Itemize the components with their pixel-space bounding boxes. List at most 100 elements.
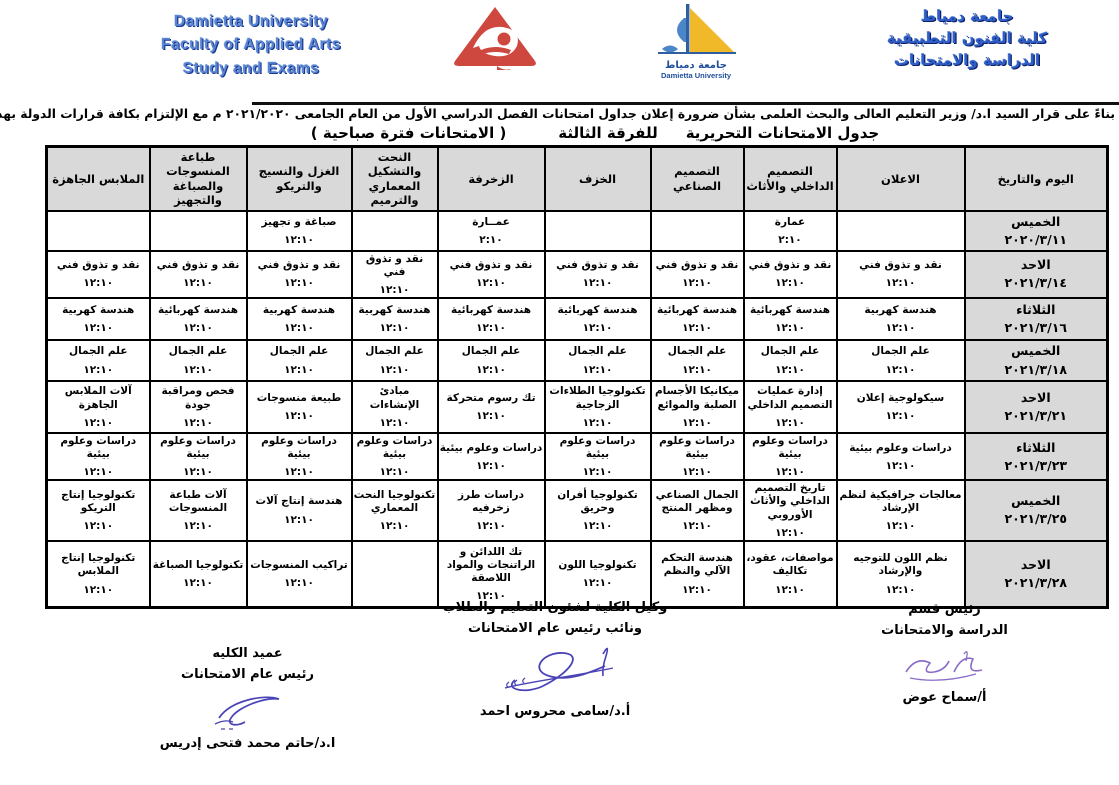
col-header-department: طباعة المنسوجات والصباغة والتجهيز [148,145,248,212]
table-row: الاحد ٢٠٢١/٣/٢١ سيكولوجية إعلان ١٢:١٠ إدارة … [45,380,1109,434]
schedule-title-period: ( الامتحانات فترة صباحية ) [310,124,507,142]
exam-subject: هندسة كهربية [358,303,431,316]
col-header-department: التصميم الصناعي [649,145,745,212]
exam-time: ١٢:١٠ [885,410,916,423]
exam-time: ١٢:١٠ [284,233,314,246]
exam-cell: صباغة و تجهيز ١٢:١٠ [245,209,353,252]
wordart-line: جامعة دمياط [920,7,1014,25]
exam-cell: هندسة كهربية ١٢:١٠ [835,297,966,341]
exam-subject: هندسة كهربية [262,303,336,316]
exam-cell: هندسة إنتاج آلات ١٢:١٠ [245,479,353,542]
exam-time: ١٢:١٠ [284,410,314,423]
exam-subject: تك رسوم متحركة [446,391,536,404]
table-row: الخميس ٢٠٢١/٣/١٨ علم الجمال ١٢:١٠ علم الجمال… [45,339,1109,382]
exam-subject: علم الجمال [168,345,228,358]
exam-cell: علم الجمال ١٢:١٠ [543,339,652,382]
exam-cell: طبيعة منسوجات ١٢:١٠ [245,380,353,434]
exam-time: ١٢:١٠ [682,466,712,479]
exam-time: ١٢:١٠ [284,277,314,290]
exam-subject: تكنولوجيا إنتاج الملابس [61,552,136,578]
signatory-title: رئيس عام الامتحانات [181,666,314,682]
exam-cell: تكنولوجيا إنتاج التريكو ١٢:١٠ [45,479,151,542]
exam-time: ١٢:١٠ [284,322,314,335]
exam-cell: علم الجمال ١٢:١٠ [148,339,248,382]
exam-time: ١٢:١٠ [183,466,213,479]
exam-cell: علم الجمال ١٢:١٠ [835,339,966,382]
exam-time: ١٢:١٠ [379,284,410,296]
exam-time: ١٢:١٠ [476,410,506,423]
exam-cell: الجمال الصناعي ومظهر المنتج ١٢:١٠ [649,479,745,542]
exam-subject: علم الجمال [365,345,424,358]
exam-cell: دراسات طرز زخرفيه ١٢:١٠ [436,479,546,542]
exam-cell: تراكيب المنسوجات ١٢:١٠ [245,539,353,609]
exam-time: ١٢:١٠ [183,322,213,335]
damietta-university-logo-icon: جامعة دمياط Damietta University [650,2,742,80]
col-header-department: التصميم الداخلي والأثاث [742,145,838,212]
day-date-cell: الاحد ٢٠٢١/٣/٢٨ [963,539,1109,609]
exam-subject: تكنولوجيا النحت المعماري [353,488,436,514]
exam-subject: نقد و تذوق فني [859,259,942,272]
exam-cell: آلات طباعة المنسوجات ١٢:١٠ [148,479,248,542]
exam-subject: دراسات وعلوم بيئية [752,435,828,461]
exam-time: ١٢:١٠ [885,583,916,596]
exam-cell: نقد و تذوق فني ١٢:١٠ [649,249,745,300]
exam-subject: هندسة كهربائية [656,303,738,316]
exam-cell: هندسة كهربية ١٢:١٠ [45,297,151,341]
exam-subject: نقد و تذوق فني [655,259,739,272]
exam-subject: دراسات وعلوم بيئية [659,435,735,461]
exam-subject: ميكانيكا الأجسام الصلبة والموائع [654,385,740,411]
exam-subject: نقد و تذوق فني [748,259,832,272]
col-header-department: الاعلان [835,145,966,212]
day-name: الثلاثاء [1016,301,1056,317]
exam-time: ١٢:١٠ [582,363,613,376]
exam-subject: آلات طباعة المنسوجات [168,488,228,514]
col-header-department: الزخرفة [436,145,546,212]
exam-time: ١٢:١٠ [284,513,314,526]
exam-time: ١٢:١٠ [83,277,114,290]
table-row: الثلاثاء ٢٠٢١/٣/٢٣ دراسات وعلوم بيئية ١٢:١٠… [45,431,1109,482]
exam-subject: هندسة كهربية [864,303,937,316]
exam-cell: تكنولوجيا اللون ١٢:١٠ [543,539,652,609]
signatory-title: ونائب رئيس عام الامتحانات [468,620,642,636]
exam-time: ١٢:١٠ [83,416,114,429]
exam-subject: هندسة كهربائية [157,303,239,316]
exam-subject: إدارة عمليات التصميم الداخلي [747,385,833,411]
signatory-title: رئيس قسم [908,602,981,617]
table-row: الخميس ٢٠٢٠/٣/١١ عمارة ٢:١٠ عمــارة ٢:١٠ صباغة… [45,209,1109,252]
exam-subject: دراسات وعلوم بيئية [439,441,543,454]
exam-cell: هندسة كهربائية ١٢:١٠ [148,297,248,341]
exam-cell: هندسة كهربية ١٢:١٠ [350,297,439,341]
exam-subject: علم الجمال [760,345,820,358]
exam-cell: تكنولوجيا أفران وحريق ١٢:١٠ [543,479,652,542]
exam-cell: دراسات وعلوم بيئية ١٢:١٠ [245,431,353,482]
signatory-name: أ.د/سامى محروس احمد [479,703,631,719]
exam-cell: نقد و تذوق فني ١٢:١٠ [835,249,966,300]
exam-subject: تكنولوجيا أفران وحريق [557,488,638,514]
exam-cell [835,209,966,252]
exam-subject: علم الجمال [871,345,930,358]
intro-decree-text: بناءً على قرار السيد ا.د/ وزير التعليم ا… [0,107,1115,121]
signature-ink-icon [420,640,690,702]
exam-time: ١٢:١٠ [682,520,712,533]
exam-subject: تاريخ التصميم الداخلي والأثاث الأوروبي [750,482,830,521]
exam-time: ١٢:١٠ [582,466,613,479]
exam-subject: هندسة التحكم الآلي والنظم [661,552,733,578]
exam-time: ١٢:١٠ [682,363,712,376]
exam-cell: دراسات وعلوم بيئية ١٢:١٠ [148,431,248,482]
exam-time: ١٢:١٠ [284,576,314,589]
exam-cell: هندسة كهربية ١٢:١٠ [245,297,353,341]
exam-cell [45,209,151,252]
day-date-cell: الخميس ٢٠٢١/٣/١٨ [963,339,1109,382]
exam-subject: نقد و تذوق فني [257,259,341,272]
exam-cell: هندسة كهربائية ١٢:١٠ [742,297,838,341]
exam-time: ١٢:١٠ [476,459,506,472]
day-date-cell: الخميس ٢٠٢٠/٣/١١ [963,209,1109,252]
exam-subject: علم الجمال [667,345,727,358]
wordart-line: الدراسة والامتحانات [893,50,1041,69]
wordart-line: Study and Exams [182,59,320,77]
exam-cell: نقد و تذوق فني ١٢:١٠ [350,249,439,300]
exam-time: ١٢:١٠ [775,363,805,376]
exam-subject: دراسات وعلوم بيئية [559,435,636,461]
exam-time: ١٢:١٠ [682,416,712,429]
exam-subject: نقد و تذوق فني [449,259,533,272]
